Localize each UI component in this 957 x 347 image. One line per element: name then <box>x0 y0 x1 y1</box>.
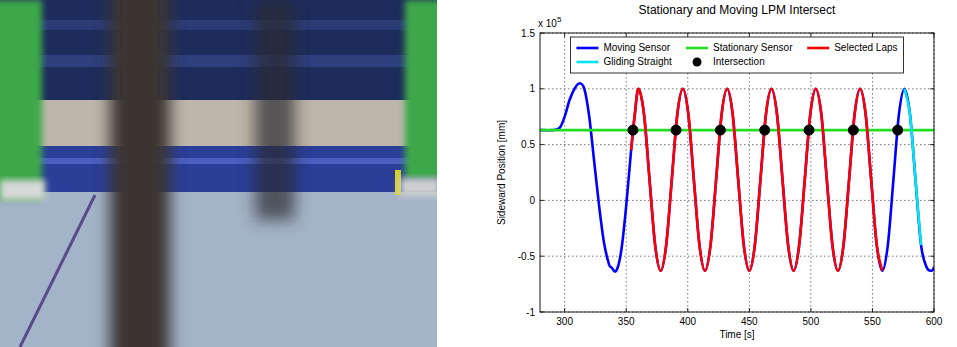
y-tick <box>540 144 544 145</box>
skate-right <box>400 178 437 196</box>
x-tick-label: 400 <box>679 316 696 327</box>
x-grid-line <box>810 33 811 312</box>
y-grid-line <box>540 88 934 89</box>
legend-label: Moving Sensor <box>603 42 670 53</box>
skater-right <box>405 0 437 180</box>
x-tick-label: 350 <box>618 316 635 327</box>
series-line <box>631 89 882 271</box>
blurred-shadow <box>255 0 295 220</box>
legend-entry: Gliding Straight <box>576 56 672 67</box>
plot-frame <box>540 33 934 312</box>
y-grid-line <box>540 256 934 257</box>
x-tick <box>872 308 873 312</box>
stands-row <box>0 20 437 30</box>
x-tick <box>564 308 565 312</box>
y-axis-title: Sideward Position [mm] <box>496 120 507 225</box>
x-grid-line <box>564 33 565 312</box>
legend-label: Gliding Straight <box>603 56 672 67</box>
intersection-point <box>760 125 770 135</box>
legend-label: Intersection <box>713 56 765 67</box>
x-axis-title: Time [s] <box>719 329 754 340</box>
x-tick <box>564 33 565 37</box>
grid <box>540 33 934 312</box>
y-tick <box>930 144 934 145</box>
y-tick <box>930 256 934 257</box>
y-scale-exponent: 5 <box>557 15 562 24</box>
legend-swatch <box>807 47 829 50</box>
pads <box>0 146 437 192</box>
skater-left <box>0 0 42 200</box>
legend-box <box>570 37 903 73</box>
ice <box>0 192 437 347</box>
x-tick <box>687 308 688 312</box>
y-grid-line <box>540 144 934 145</box>
chart-title: Stationary and Moving LPM Intersect <box>639 3 836 17</box>
x-tick <box>749 308 750 312</box>
legend-entry: Intersection <box>693 56 765 67</box>
wall <box>0 100 437 146</box>
y-tick-label: -0.5 <box>518 251 536 262</box>
skate-left <box>0 180 45 200</box>
legend-swatch <box>686 47 708 50</box>
ice-line <box>20 195 95 347</box>
x-tick <box>810 33 811 37</box>
x-tick-label: 600 <box>926 316 943 327</box>
y-tick-label: -1 <box>526 307 535 318</box>
legend-entry: Stationary Sensor <box>686 42 793 53</box>
y-tick-label: 0.5 <box>521 139 535 150</box>
x-grid-line <box>626 33 627 312</box>
y-scale-note: x 105 <box>538 15 562 29</box>
legend-swatch <box>576 61 598 64</box>
figure: 300 350 400 450 500 550 600 -1 -0.5 0 0.5 1 1.5 Stati… <box>0 0 957 347</box>
x-tick <box>626 308 627 312</box>
x-tick <box>872 33 873 37</box>
x-grid-line <box>687 33 688 312</box>
legend-entry: Moving Sensor <box>576 42 670 53</box>
photo <box>0 0 437 347</box>
x-tick <box>626 33 627 37</box>
plot-background <box>540 33 934 312</box>
legend: Moving Sensor Stationary Sensor Selected L… <box>570 37 903 73</box>
intersection-point <box>628 125 638 135</box>
intersection-point <box>671 125 681 135</box>
series-line <box>540 83 934 271</box>
legend-swatch <box>693 58 702 67</box>
y-tick-label: 1 <box>529 83 535 94</box>
y-tick <box>930 200 934 201</box>
intersection-point <box>715 125 725 135</box>
x-tick <box>810 308 811 312</box>
data-area <box>540 83 934 271</box>
y-tick <box>540 88 544 89</box>
x-tick <box>749 33 750 37</box>
y-tick-label: 0 <box>529 195 535 206</box>
x-tick-label: 550 <box>864 316 881 327</box>
legend-entry: Selected Laps <box>807 42 897 53</box>
y-tick <box>540 256 544 257</box>
x-grid-line <box>872 33 873 312</box>
series-line <box>540 129 934 132</box>
stands <box>0 0 437 100</box>
legend-label: Selected Laps <box>834 42 897 53</box>
y-scale-base: x 10 <box>538 18 557 29</box>
intersection-point <box>848 125 858 135</box>
chart: 300 350 400 450 500 550 600 -1 -0.5 0 0.5 1 1.5 Stati… <box>496 3 943 340</box>
y-tick <box>540 200 544 201</box>
y-tick <box>930 88 934 89</box>
series-line <box>904 89 921 245</box>
pads-stripe <box>0 158 437 164</box>
intersection-point <box>893 125 903 135</box>
x-tick-label: 300 <box>556 316 573 327</box>
legend-label: Stationary Sensor <box>713 42 793 53</box>
intersection-point <box>804 125 814 135</box>
x-tick <box>687 33 688 37</box>
y-tick-label: 1.5 <box>521 28 535 39</box>
x-tick-label: 450 <box>741 316 758 327</box>
stands-row <box>0 55 437 67</box>
x-tick-label: 500 <box>803 316 820 327</box>
legend-swatch <box>576 47 598 50</box>
blurred-skater <box>110 0 170 347</box>
